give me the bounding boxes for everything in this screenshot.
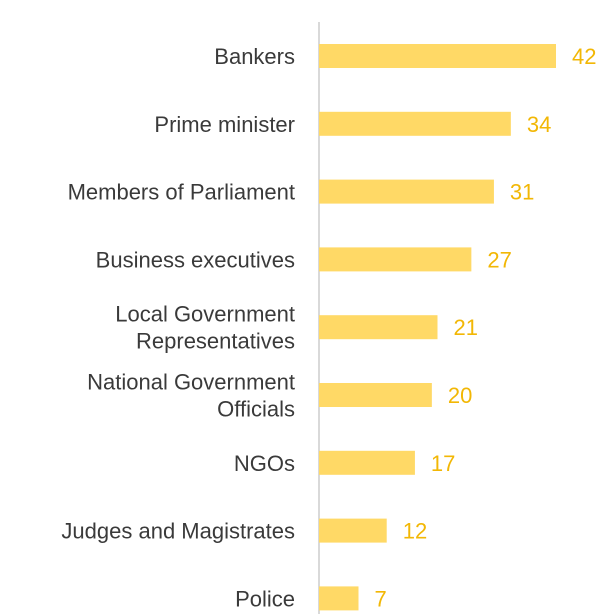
category-label: Prime minister (154, 112, 295, 137)
value-label: 20 (448, 383, 472, 408)
category-label: Judges and Magistrates (61, 519, 295, 544)
category-label: National Government Officials (87, 370, 295, 422)
bar (319, 247, 472, 272)
bar (319, 179, 494, 204)
category-label: NGOs (234, 451, 295, 476)
category-label: Police (235, 586, 295, 611)
bar (319, 111, 511, 136)
category-label-line: National Government (87, 370, 295, 395)
value-labels: 42 34 31 27 21 20 17 12 7 (375, 44, 597, 611)
bar (319, 315, 438, 340)
category-label-line: Officials (217, 397, 295, 422)
category-labels: Bankers Prime minister Members of Parliame… (61, 44, 295, 611)
category-label-line: NGOs (234, 451, 295, 476)
value-label: 21 (454, 315, 478, 340)
category-label-line: Business executives (96, 247, 295, 272)
category-label: Business executives (96, 247, 295, 272)
bar (319, 586, 359, 611)
value-label: 42 (572, 44, 596, 69)
category-label: Bankers (214, 44, 295, 69)
bar (319, 383, 432, 407)
category-label: Members of Parliament (68, 180, 295, 205)
category-label-line: Members of Parliament (68, 180, 295, 205)
value-label: 17 (431, 451, 455, 476)
bar (319, 450, 415, 475)
category-label-line: Police (235, 586, 295, 611)
value-label: 31 (510, 180, 534, 205)
bar (319, 44, 556, 68)
value-label: 34 (527, 112, 551, 137)
category-label-line: Judges and Magistrates (61, 519, 295, 544)
bars (319, 44, 556, 611)
category-label-line: Bankers (214, 44, 295, 69)
value-label: 12 (403, 519, 427, 544)
category-label-line: Local Government (115, 302, 295, 327)
category-label-line: Prime minister (154, 112, 295, 137)
category-label-line: Representatives (136, 329, 295, 354)
value-label: 27 (487, 247, 511, 272)
bar (319, 518, 387, 543)
category-label: Local Government Representatives (115, 302, 295, 354)
value-label: 7 (375, 586, 387, 611)
